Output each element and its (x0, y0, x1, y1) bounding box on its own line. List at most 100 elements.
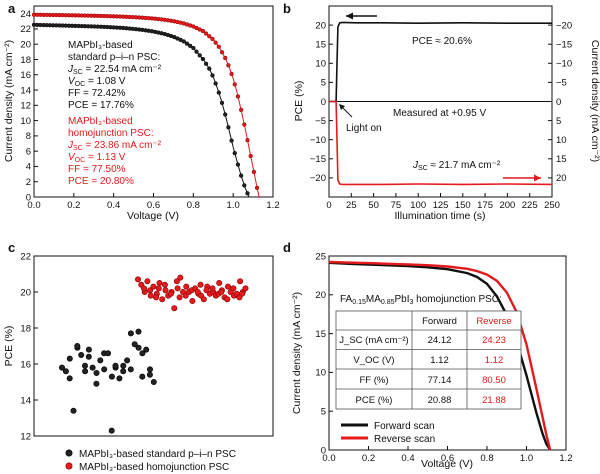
tbl-title-sub2: 0.85 (381, 299, 395, 306)
panel-c-point-1 (200, 296, 207, 303)
panel-c-point-1 (177, 274, 184, 281)
panel-d-table-title: FA0.15MA0.85PbI3 homojunction PSC: (340, 294, 502, 306)
panel-c-point-0 (127, 330, 134, 337)
panel-a-point-0 (194, 49, 199, 54)
panel-a-point-1 (200, 28, 206, 34)
panel-a-series-line-0 (33, 24, 250, 198)
panel-b-xtick-label: 25 (346, 200, 357, 211)
legend-c-label-black: MAPbI₃-based standard p–i–n PSC (79, 449, 236, 460)
panel-a-xtick-label: 0.2 (67, 200, 80, 211)
tbl-row-voc-label: V_OC (V) (353, 355, 394, 366)
ann-a-red-voc-val: = 1.13 V (85, 152, 126, 163)
tbl-row-pce-label: PCE (%) (356, 395, 393, 406)
panel-c-point-1 (216, 279, 223, 286)
panel-a-point-1 (229, 71, 234, 77)
panel-c-point-1 (209, 285, 216, 292)
panel-c-ytick-label: 12 (20, 431, 31, 442)
panel-c-point-1 (183, 283, 190, 290)
panel-a-annotation-black: MAPbI₃-based standard p–i–n PSC: JSC = 2… (67, 40, 162, 111)
panel-b-xlabel: Illumination time (s) (394, 210, 485, 222)
panel-b-chart: 0 25 50 75 100 125 150 175 200 225 250−20−15−10−50… (293, 5, 600, 222)
panel-d-xtick-label: 0.0 (322, 453, 335, 464)
panel-a-point-1 (223, 55, 228, 61)
ann-a-red-jsc: JSC = 23.86 mA cm⁻² (67, 140, 162, 152)
tbl-title-sub1: 0.15 (352, 299, 366, 306)
tbl-row-jsc-reverse: 24.23 (482, 335, 506, 346)
panel-b-xtick-label: 175 (477, 200, 493, 211)
panel-c-point-0 (127, 366, 134, 373)
panel-a-point-0 (197, 53, 202, 58)
panel-a-point-1 (254, 185, 260, 190)
tbl-row-ff-label: FF (%) (359, 375, 388, 386)
panel-b-ylabel-left: PCE (%) (293, 81, 305, 122)
panel-a-point-1 (203, 31, 209, 36)
panel-d-chart: 0.0 0.2 0.4 0.6 0.8 1.0 1.2 0 5 10 15 20 25 Voltage … (291, 251, 573, 470)
ann-a-black-voc-sub: OC (75, 81, 86, 88)
panel-c-point-0 (108, 373, 115, 380)
panel-d-table: Forward Reverse J_SC (mA cm⁻²) 24.12 24.… (335, 310, 522, 410)
panel-c-frame (33, 255, 274, 437)
panel-c-point-1 (174, 285, 181, 292)
panel-b-right-ytick-label: 0 (556, 97, 561, 108)
panel-b-right-ytick-label: −5 (556, 78, 567, 89)
panel-c-point-0 (93, 369, 100, 376)
panel-b-xtick-label: 200 (499, 200, 515, 211)
panel-c-point-1 (167, 290, 174, 297)
panel-d-xtick-label: 0.4 (401, 453, 414, 464)
panel-a-point-0 (200, 56, 206, 62)
panel-a-xtick-label: 1.2 (266, 200, 279, 211)
panel-a-point-1 (210, 36, 215, 42)
ann-a-black-jsc-sub: SC (73, 69, 83, 76)
panel-c-point-1 (230, 285, 237, 292)
panel-c-point-0 (124, 357, 131, 364)
panel-c-point-1 (171, 305, 178, 312)
panel-b-left-ytick-label: −10 (310, 135, 326, 146)
legend-c-marker-red (65, 462, 73, 470)
panel-b-right-ytick-label: −15 (556, 40, 572, 51)
panel-a-xtick-label: 0.4 (107, 200, 120, 211)
legend-d-label-reverse: Reverse scan (374, 434, 435, 445)
panel-c-point-0 (97, 357, 104, 364)
panel-c-point-1 (197, 281, 204, 288)
tbl-row-jsc-forward: 24.12 (428, 335, 452, 346)
panel-c-point-1 (203, 287, 210, 294)
panel-a-point-0 (210, 73, 215, 78)
panel-b-jsc-annotation: JSC ≈ 21.7 mA cm⁻² (412, 160, 501, 172)
panel-c-point-0 (82, 362, 89, 369)
panel-a-point-0 (187, 43, 193, 48)
panel-a-ytick-label: 10 (20, 116, 31, 127)
panel-c-point-1 (147, 292, 154, 299)
panel-a-point-0 (235, 162, 241, 167)
panel-d-xtick-label: 0.8 (480, 453, 493, 464)
panel-c-ytick-label: 16 (20, 359, 31, 370)
panel-c-point-0 (93, 380, 100, 387)
panel-a-point-1 (242, 122, 247, 127)
panel-c-point-1 (176, 294, 183, 301)
panel-a-ytick-label: 6 (26, 146, 31, 157)
panel-a-xtick-label: 0.8 (187, 200, 200, 211)
panel-a-point-0 (226, 125, 231, 130)
panel-c-point-0 (146, 371, 153, 378)
panel-b-right-ytick-label: −20 (556, 20, 572, 31)
panel-a-point-1 (232, 82, 237, 87)
panel-c-point-1 (161, 281, 168, 288)
panel-b-left-ytick-label: 5 (321, 78, 326, 89)
ann-a-red-line2: homojunction PSC: (68, 128, 154, 139)
panel-c-point-1 (162, 287, 169, 294)
panel-d-xtick-label: 0.2 (362, 453, 375, 464)
panel-a-xtick-label: 0.6 (147, 200, 160, 211)
panel-a-ytick-label: 12 (20, 101, 31, 112)
tbl-title-ma: MA (366, 294, 381, 305)
panel-b-xtick-label: 50 (368, 200, 379, 211)
panel-a-chart: 0.0 0.2 0.4 0.6 0.8 1.0 1.20246810121416182022… (3, 5, 280, 222)
panel-b-measured-annotation: Measured at +0.95 V (393, 108, 486, 119)
panel-a-ytick-label: 2 (26, 177, 31, 188)
tbl-title-pbi: PbI (394, 294, 409, 305)
panel-a-ytick-label: 14 (20, 85, 31, 96)
panel-c-point-0 (139, 373, 146, 380)
panel-c-point-0 (70, 407, 77, 414)
ann-a-red-ff: FF = 77.50% (68, 164, 126, 175)
panel-c-point-1 (159, 296, 166, 303)
panel-a-point-1 (219, 50, 225, 55)
tbl-title-fa: FA (340, 294, 353, 305)
